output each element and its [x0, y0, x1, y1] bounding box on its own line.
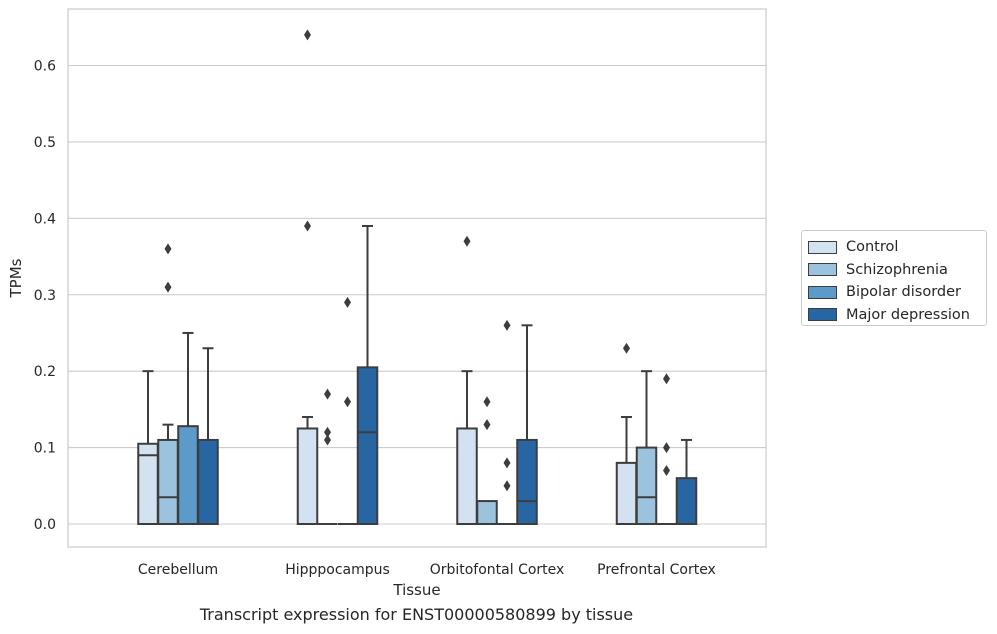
- y-tick-label: 0.3: [34, 288, 56, 304]
- box: [635, 446, 658, 526]
- legend-label: Control: [846, 239, 899, 256]
- box: [516, 438, 538, 526]
- box: [296, 427, 319, 525]
- outlier-point: [324, 388, 331, 400]
- y-tick-label: 0.1: [34, 441, 56, 457]
- box: [476, 500, 498, 526]
- legend-item: Bipolar disorder: [808, 281, 986, 304]
- y-tick-label: 0.2: [34, 364, 56, 380]
- box: [675, 477, 698, 525]
- outlier-point: [324, 426, 331, 438]
- outlier-point: [344, 396, 351, 408]
- y-tick-label: 0.0: [34, 517, 56, 533]
- x-tick-label: Cerebellum: [138, 562, 218, 578]
- y-tick-label: 0.6: [34, 59, 56, 75]
- legend-item: Control: [808, 236, 986, 259]
- legend-label: Bipolar disorder: [846, 284, 961, 301]
- legend-swatch: [808, 285, 837, 299]
- outlier-point: [663, 373, 670, 385]
- y-tick-label: 0.4: [34, 211, 56, 227]
- outlier-point: [503, 480, 511, 492]
- y-axis-title: TPMs: [7, 258, 25, 298]
- legend: Control Schizophrenia Bipolar disorder Majo…: [801, 230, 987, 326]
- box: [456, 427, 478, 525]
- box: [615, 461, 638, 526]
- outlier-point: [483, 419, 491, 431]
- legend-swatch: [808, 240, 837, 254]
- legend-swatch: [808, 308, 837, 322]
- legend-swatch: [808, 263, 837, 277]
- figure-caption: Transcript expression for ENST0000058089…: [199, 605, 634, 624]
- legend-item: Major depression: [808, 304, 986, 327]
- outlier-point: [463, 235, 471, 247]
- box: [197, 438, 219, 526]
- legend-label: Schizophrenia: [846, 261, 948, 278]
- box: [177, 425, 199, 526]
- x-tick-label: Prefrontal Cortex: [597, 562, 716, 578]
- outlier-point: [324, 434, 331, 446]
- outlier-point: [623, 342, 630, 354]
- outlier-point: [344, 296, 351, 308]
- y-tick-label: 0.5: [34, 135, 56, 151]
- legend-label: Major depression: [846, 306, 970, 323]
- x-tick-label: Hipppocampus: [285, 562, 390, 578]
- outlier-point: [164, 243, 172, 255]
- legend-item: Schizophrenia: [808, 259, 986, 282]
- x-tick-label: Orbitofontal Cortex: [430, 562, 565, 578]
- outlier-point: [304, 220, 311, 232]
- outlier-point: [663, 465, 670, 477]
- outlier-point: [663, 442, 670, 454]
- outlier-point: [483, 396, 491, 408]
- box: [356, 366, 379, 525]
- x-axis-title: Tissue: [392, 581, 440, 599]
- outlier-point: [503, 457, 511, 469]
- box: [157, 438, 179, 526]
- outlier-point: [164, 281, 172, 293]
- outlier-point: [503, 319, 511, 331]
- outlier-point: [304, 29, 311, 41]
